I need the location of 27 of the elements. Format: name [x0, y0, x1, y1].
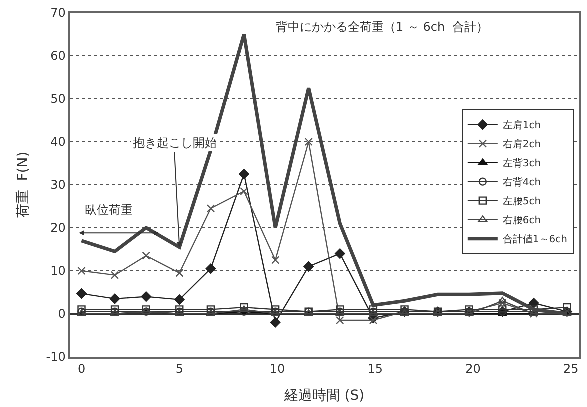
legend-label: 左腰5ch — [502, 196, 542, 208]
y-tick-label: 50 — [50, 92, 66, 106]
legend-label: 左背3ch — [502, 158, 542, 170]
y-tick-label: -10 — [46, 350, 66, 364]
y-tick-label: 20 — [50, 221, 66, 236]
legend-label: 右背4ch — [502, 176, 542, 189]
legend-label: 左肩1ch — [502, 120, 542, 132]
y-tick-label: 70 — [50, 6, 66, 20]
annotation: 臥位荷重 — [85, 203, 133, 217]
x-tick-label: 10 — [270, 362, 286, 376]
x-tick-label: 0 — [78, 362, 86, 376]
x-tick-label: 15 — [368, 362, 384, 376]
y-tick-label: 30 — [50, 178, 66, 192]
x-tick-label: 25 — [564, 362, 579, 376]
legend-label: 合計値1～6ch — [502, 234, 568, 246]
annotation: 抱き起こし開始 — [133, 136, 217, 150]
y-axis-title: 荷重 F(N) — [15, 152, 32, 218]
legend-label: 右腰6ch — [502, 216, 542, 227]
y-tick-label: 10 — [50, 264, 66, 278]
x-tick-label: 5 — [176, 362, 184, 376]
legend-label: 右肩2ch — [502, 138, 542, 151]
y-tick-label: 0 — [58, 307, 66, 322]
x-tick-label: 20 — [466, 362, 481, 376]
y-tick-label: 60 — [50, 49, 66, 64]
annotation: 背中にかかる全荷重（1 ～ 6ch 合計） — [276, 20, 489, 34]
x-axis-title: 経過時間 (S) — [283, 388, 365, 404]
y-tick-label: 40 — [50, 135, 66, 150]
